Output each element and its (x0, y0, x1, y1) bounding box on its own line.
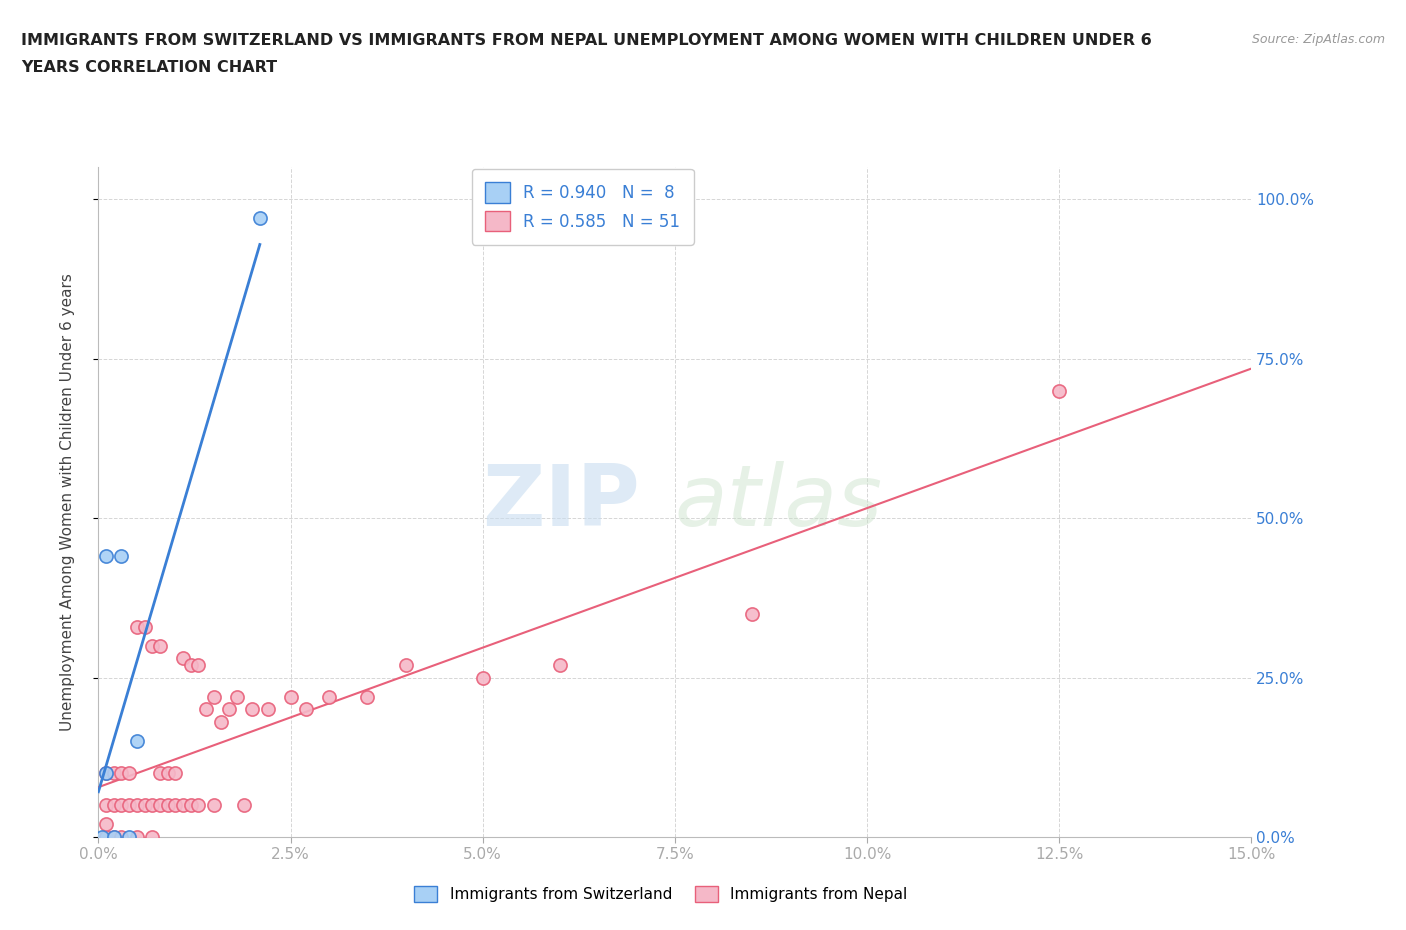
Point (156, 765, 179, 780)
Point (156, 798, 179, 813)
Point (548, 658, 571, 672)
Point (134, 798, 156, 813)
Point (471, 671, 494, 685)
Point (149, 798, 172, 813)
Legend: R = 0.940   N =  8, R = 0.585   N = 51: R = 0.940 N = 8, R = 0.585 N = 51 (471, 169, 693, 245)
Point (741, 606, 763, 621)
Point (94, 765, 117, 780)
Point (94, 817, 117, 831)
Point (187, 798, 209, 813)
Point (356, 689, 378, 704)
Point (94, 549, 117, 564)
Point (195, 702, 218, 717)
Point (118, 798, 141, 813)
Point (141, 830, 163, 844)
Text: IMMIGRANTS FROM SWITZERLAND VS IMMIGRANTS FROM NEPAL UNEMPLOYMENT AMONG WOMEN WI: IMMIGRANTS FROM SWITZERLAND VS IMMIGRANT… (21, 33, 1152, 47)
Point (180, 658, 202, 672)
Point (395, 658, 418, 672)
Point (172, 798, 194, 813)
Point (110, 765, 132, 780)
Point (110, 549, 132, 564)
Y-axis label: Unemployment Among Women with Children Under 6 years: Unemployment Among Women with Children U… (60, 273, 75, 731)
Point (225, 689, 247, 704)
Point (125, 619, 148, 634)
Point (280, 689, 302, 704)
Point (125, 734, 148, 749)
Text: Source: ZipAtlas.com: Source: ZipAtlas.com (1251, 33, 1385, 46)
Point (202, 798, 225, 813)
Point (103, 798, 125, 813)
Point (134, 619, 156, 634)
Point (118, 830, 141, 844)
Point (172, 651, 194, 666)
Text: ZIP: ZIP (482, 460, 640, 544)
Point (165, 765, 187, 780)
Point (165, 798, 187, 813)
Point (233, 798, 256, 813)
Text: YEARS CORRELATION CHART: YEARS CORRELATION CHART (21, 60, 277, 75)
Text: atlas: atlas (675, 460, 883, 544)
Point (249, 211, 271, 226)
Point (209, 715, 232, 730)
Point (202, 689, 225, 704)
Legend: Immigrants from Switzerland, Immigrants from Nepal: Immigrants from Switzerland, Immigrants … (408, 880, 914, 909)
Point (318, 689, 340, 704)
Point (180, 798, 202, 813)
Point (125, 798, 148, 813)
Point (103, 830, 125, 844)
Point (94, 798, 117, 813)
Point (149, 765, 172, 780)
Point (141, 798, 163, 813)
Point (256, 702, 278, 717)
Point (94, 765, 117, 780)
Point (103, 830, 125, 844)
Point (240, 702, 263, 717)
Point (187, 658, 209, 672)
Point (94, 830, 117, 844)
Point (295, 702, 318, 717)
Point (149, 638, 172, 653)
Point (218, 702, 240, 717)
Point (125, 830, 148, 844)
Point (91, 830, 114, 844)
Point (110, 830, 132, 844)
Point (141, 638, 163, 653)
Point (1047, 383, 1070, 398)
Point (103, 765, 125, 780)
Point (110, 798, 132, 813)
Point (118, 765, 141, 780)
